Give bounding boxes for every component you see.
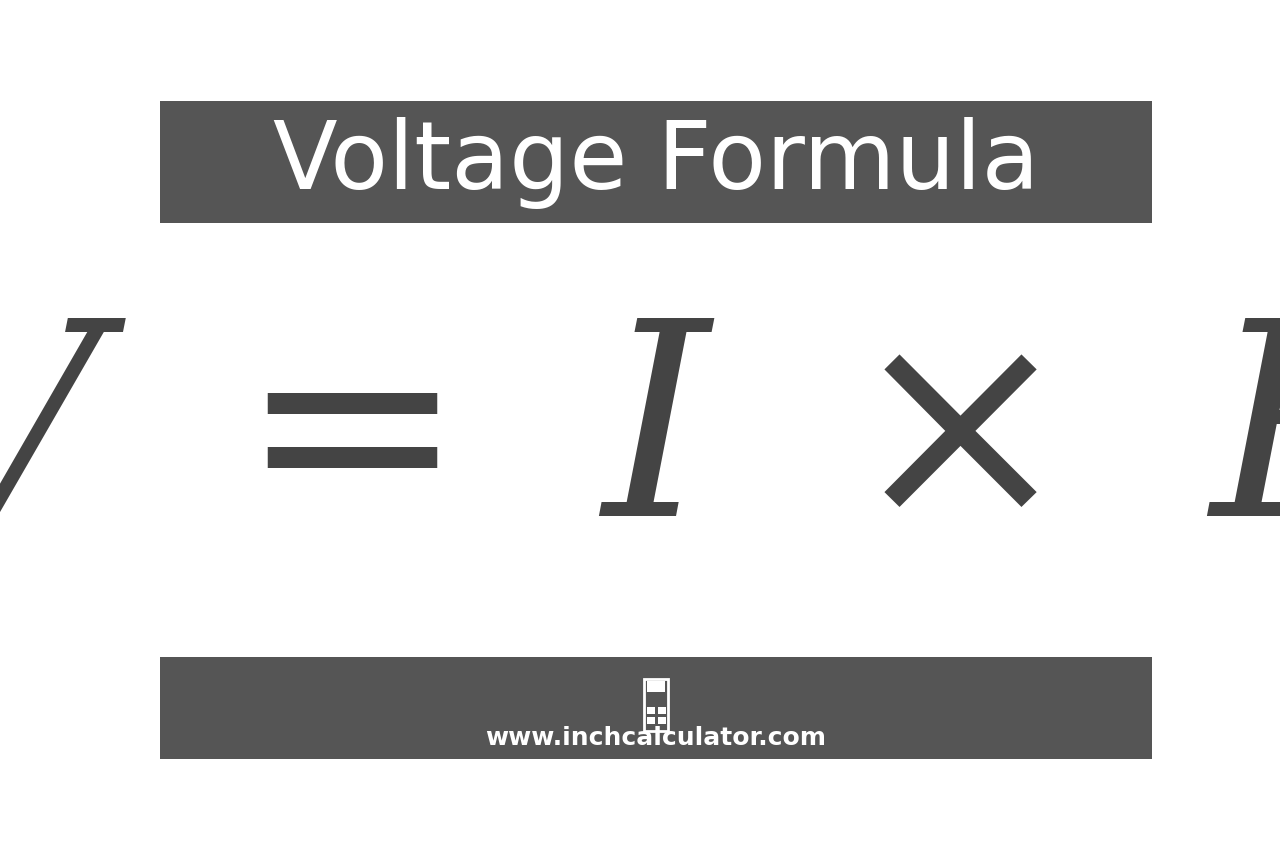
Text: Voltage Formula: Voltage Formula — [273, 117, 1039, 209]
Bar — [646, 717, 654, 724]
Bar — [646, 682, 666, 693]
Bar — [160, 658, 1152, 759]
Bar — [644, 680, 668, 731]
Bar — [658, 707, 667, 714]
Bar — [160, 102, 1152, 223]
Text: $\mathit{V}\ =\ \mathit{I}\ \times\ \mathit{R}$: $\mathit{V}\ =\ \mathit{I}\ \times\ \mat… — [0, 310, 1280, 572]
Bar — [658, 717, 667, 724]
Bar — [646, 707, 654, 714]
Text: www.inchcalculator.com: www.inchcalculator.com — [485, 725, 827, 749]
